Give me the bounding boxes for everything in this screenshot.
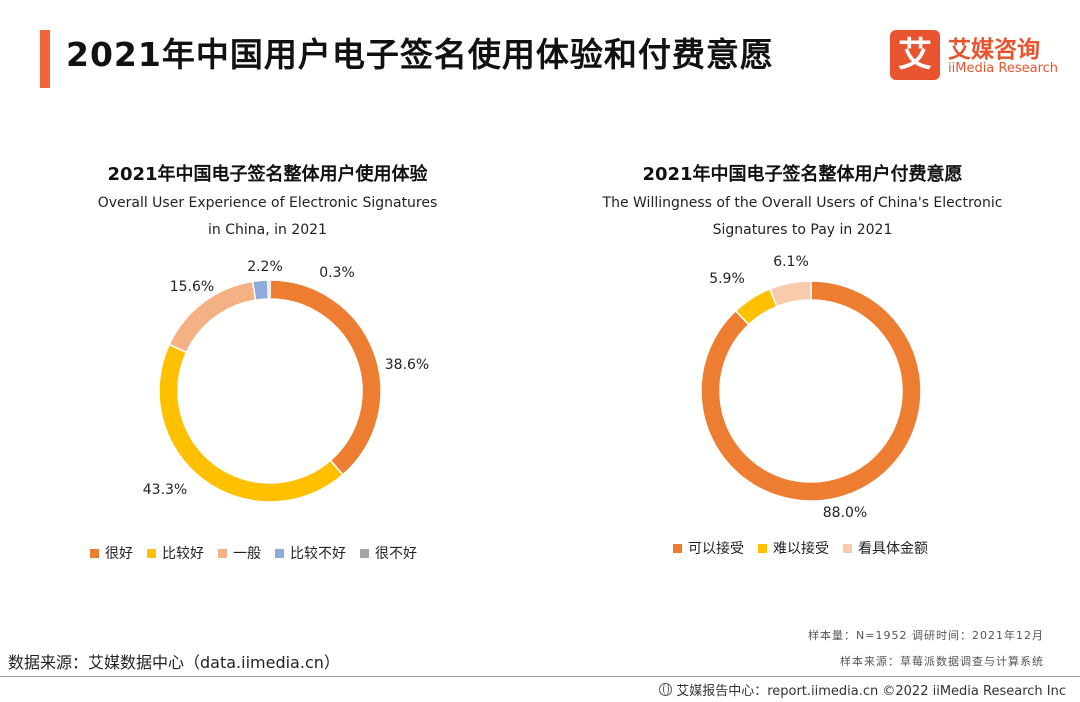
chart1-data-label-0: 38.6% [385, 357, 429, 373]
chart1-legend-item-2: 一般 [218, 543, 261, 563]
chart1-legend-swatch-3 [275, 548, 284, 558]
chart2-legend-swatch-1 [758, 543, 767, 553]
logo-mark-icon: 艾 [890, 30, 940, 80]
chart2-subtitle-line1: The Willingness of the Overall Users of … [602, 195, 1003, 211]
chart2-subtitle: The Willingness of the Overall Users of … [575, 190, 1030, 244]
chart2-legend-swatch-0 [673, 543, 682, 553]
chart1-legend-swatch-0 [90, 548, 99, 558]
chart2-legend: 可以接受 难以接受 看具体金额 [673, 538, 942, 558]
chart1-data-label-4: 0.3% [319, 265, 355, 281]
chart1-legend-item-4: 很不好 [360, 543, 417, 563]
sample-source: 样本来源：草莓派数据调查与计算系统 [840, 655, 1044, 668]
chart1-legend-label-4: 很不好 [375, 546, 417, 562]
page-title: 2021年中国用户电子签名使用体验和付费意愿 [66, 35, 774, 74]
chart2-slice-2 [768, 280, 812, 308]
globe-icon [659, 683, 673, 696]
data-source: 数据来源：艾媒数据中心（data.iimedia.cn） [8, 653, 340, 672]
chart2-slice-0 [700, 280, 922, 502]
chart1-data-label-3: 2.2% [247, 259, 283, 275]
brand-logo: 艾 艾媒咨询 iiMedia Research [890, 30, 1070, 80]
footer-report: 艾媒报告中心：report.iimedia.cn ©2022 iiMedia R… [676, 684, 1066, 699]
chart1-subtitle: Overall User Experience of Electronic Si… [40, 190, 495, 244]
chart2-legend-swatch-2 [843, 543, 852, 553]
logo-name-cn: 艾媒咨询 [948, 37, 1040, 63]
chart2-subtitle-line2: Signatures to Pay in 2021 [712, 222, 893, 238]
chart1-data-label-2: 15.6% [170, 279, 214, 295]
chart1-legend-label-1: 比较好 [162, 546, 204, 562]
title-accent-bar [40, 30, 50, 88]
chart1-legend-item-3: 比较不好 [275, 543, 346, 563]
chart1-slice-4 [267, 279, 271, 300]
chart1-legend-item-1: 比较好 [147, 543, 204, 563]
chart2-legend-label-0: 可以接受 [688, 541, 744, 557]
chart1-legend-item-0: 很好 [90, 543, 133, 563]
chart1-legend-label-3: 比较不好 [290, 546, 346, 562]
chart1-data-label-1: 43.3% [143, 482, 187, 498]
footer: 艾媒报告中心：report.iimedia.cn ©2022 iiMedia R… [659, 680, 1066, 699]
sample-info: 样本量：N=1952 调研时间：2021年12月 [808, 629, 1044, 642]
chart1-legend: 很好 比较好 一般 比较不好 很不好 [90, 543, 431, 563]
chart1-legend-swatch-4 [360, 548, 369, 558]
logo-name-en: iiMedia Research [948, 61, 1059, 76]
chart2-legend-label-2: 看具体金额 [858, 541, 928, 557]
chart1-legend-swatch-2 [218, 548, 227, 558]
chart1-legend-label-2: 一般 [233, 546, 261, 562]
chart1-legend-swatch-1 [147, 548, 156, 558]
chart2-legend-item-1: 难以接受 [758, 538, 829, 558]
chart2-legend-item-0: 可以接受 [673, 538, 744, 558]
chart2-data-label-0: 88.0% [823, 505, 867, 521]
chart1-subtitle-line2: in China, in 2021 [208, 222, 327, 238]
chart1-title: 2021年中国电子签名整体用户使用体验 [107, 164, 428, 185]
chart2-data-label-1: 5.9% [709, 271, 745, 287]
chart1-legend-label-0: 很好 [105, 546, 133, 562]
chart2-legend-item-2: 看具体金额 [843, 538, 928, 558]
chart1-subtitle-line1: Overall User Experience of Electronic Si… [97, 195, 438, 211]
chart2-legend-label-1: 难以接受 [773, 541, 829, 557]
chart2-title: 2021年中国电子签名整体用户付费意愿 [642, 164, 963, 185]
chart2-data-label-2: 6.1% [773, 254, 809, 270]
footer-divider [0, 676, 1080, 677]
